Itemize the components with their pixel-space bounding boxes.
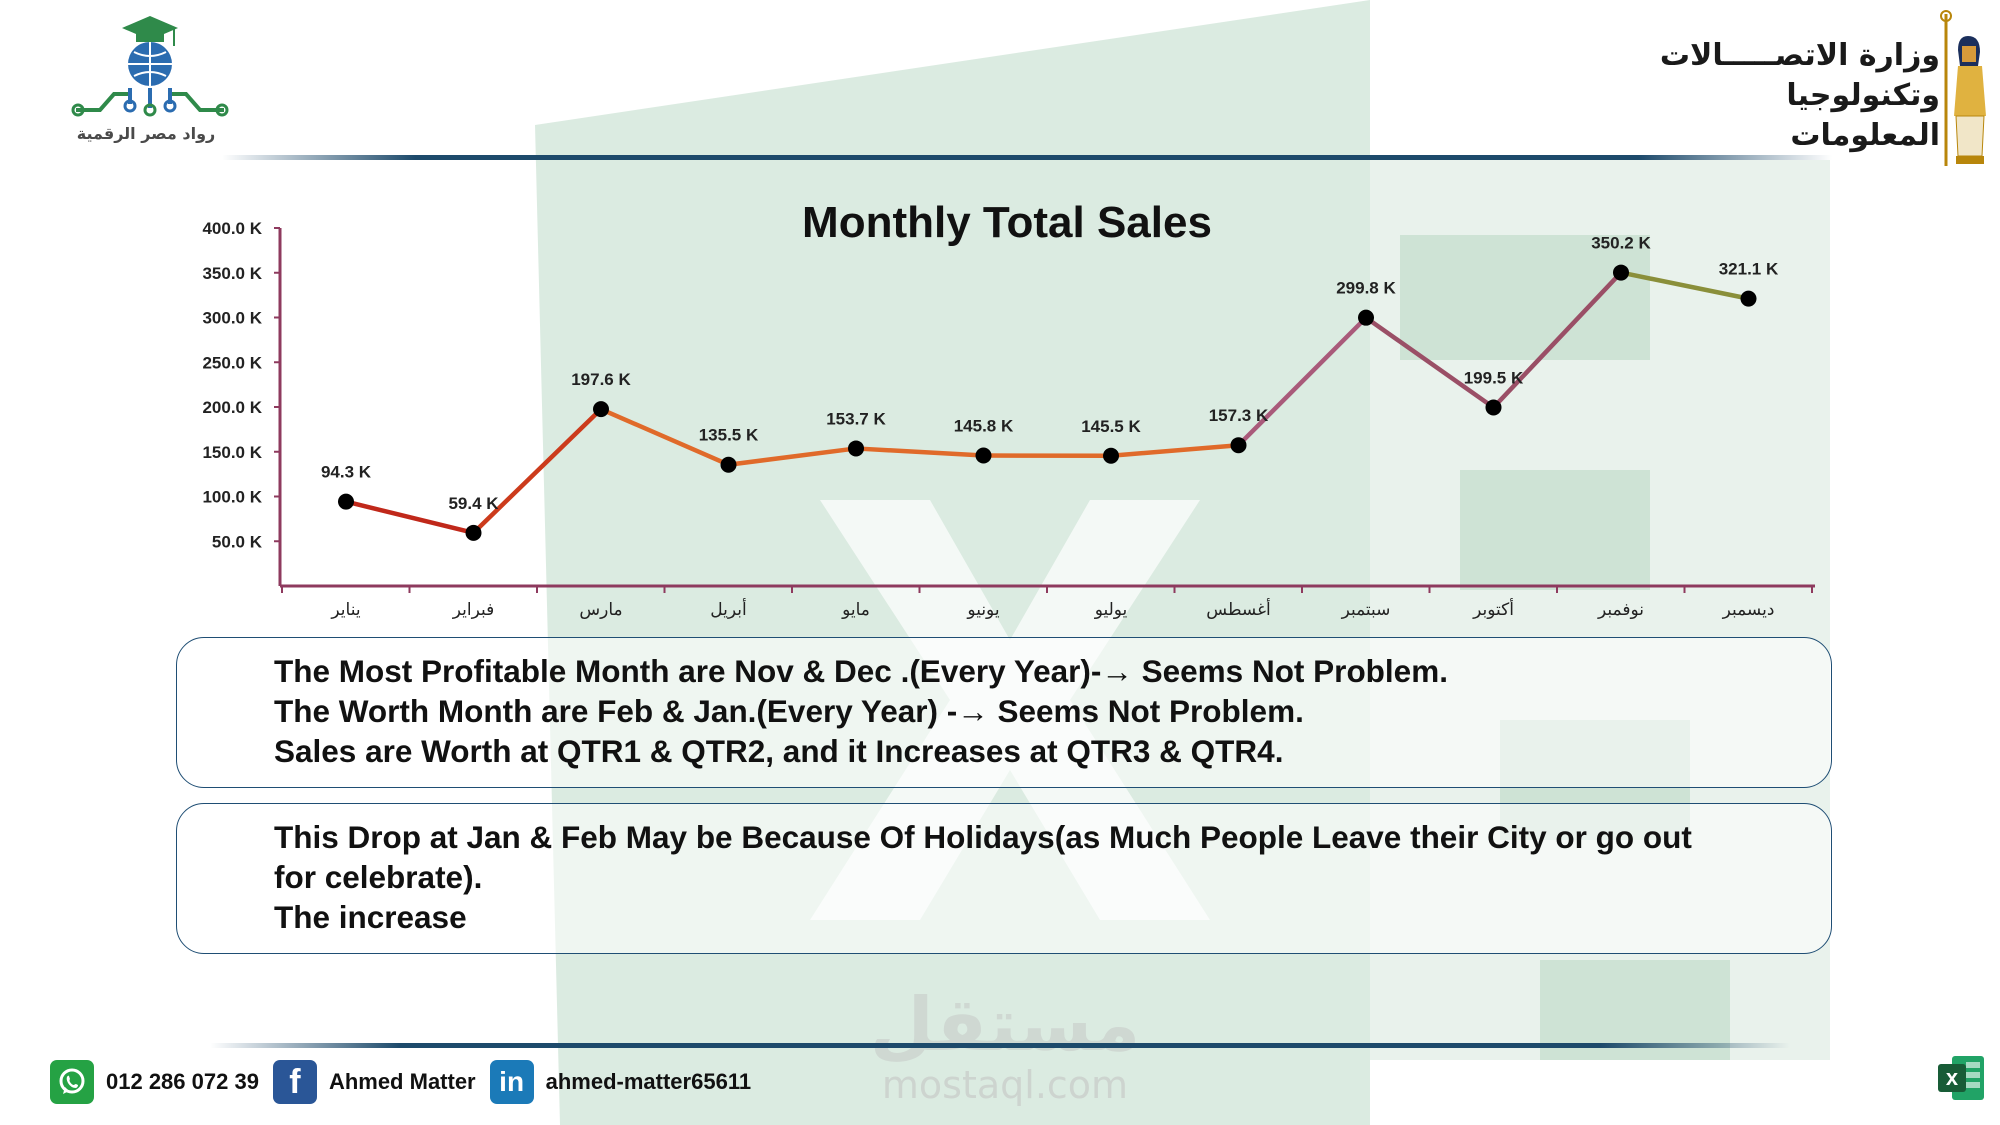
y-axis: 50.0 K 100.0 K 150.0 K 200.0 K 250.0 K 300.0 …: [202, 219, 282, 586]
x-tick-label: يونيو: [966, 600, 999, 619]
data-label: 299.8 K: [1336, 279, 1396, 298]
insight-1-line-2: The Worth Month are Feb & Jan.(Every Yea…: [274, 693, 1304, 729]
mostaql-watermark: مستقل mostaql.com: [870, 982, 1141, 1107]
data-point: [1613, 264, 1629, 281]
x-tick-label: أبريل: [710, 598, 746, 619]
series-line-segment: [1491, 270, 1624, 410]
y-tick-label: 50.0 K: [212, 532, 263, 551]
data-point: [465, 524, 482, 541]
insight-1-line-1: The Most Profitable Month are Nov & Dec …: [274, 653, 1448, 689]
whatsapp-icon[interactable]: [50, 1060, 94, 1104]
series-line-segment: [471, 406, 604, 536]
data-label: 145.5 K: [1081, 417, 1141, 436]
data-label: 197.6 K: [571, 370, 631, 389]
data-label: 153.7 K: [826, 409, 886, 428]
x-tick-label: سبتمبر: [1341, 600, 1391, 619]
series-line-segment: [853, 446, 986, 458]
x-tick-label: مارس: [579, 600, 622, 619]
series-line-segment: [598, 406, 731, 467]
data-label: 321.1 K: [1719, 260, 1779, 279]
data-label: 350.2 K: [1591, 234, 1651, 253]
series-line-segment: [726, 446, 859, 467]
y-tick-label: 200.0 K: [202, 398, 262, 417]
pharaoh-figure-icon: [1940, 10, 1986, 166]
series-line-segment: [1363, 315, 1496, 410]
y-tick-label: 300.0 K: [202, 309, 262, 328]
linkedin-glyph: in: [499, 1066, 525, 1097]
mostaql-latin: mostaql.com: [882, 1063, 1128, 1107]
x-tick-label: أكتوبر: [1472, 598, 1514, 619]
data-label: 199.5 K: [1464, 368, 1524, 387]
insight-2-line-2: for celebrate).: [274, 859, 483, 895]
y-tick-label: 350.0 K: [202, 264, 262, 283]
data-point: [848, 440, 864, 457]
data-point: [593, 401, 609, 418]
header-divider: [222, 155, 1832, 160]
insight-2-line-3: The increase: [274, 899, 467, 935]
data-point: [975, 447, 992, 464]
series-line-segment: [343, 499, 476, 536]
data-label: 157.3 K: [1209, 406, 1269, 425]
ministry-title: وزارة الاتصـــــالات وتكنولوجيا المعلوما…: [1650, 36, 1940, 156]
y-tick-label: 100.0 K: [202, 488, 262, 507]
insight-box-2: This Drop at Jan & Feb May be Because Of…: [176, 803, 1832, 954]
sales-series: [338, 264, 1757, 541]
insight-1-line-3: Sales are Worth at QTR1 & QTR2, and it I…: [274, 733, 1284, 769]
graduation-globe-circuit-icon: [71, 16, 229, 117]
y-tick-label: 400.0 K: [202, 219, 262, 238]
x-tick-label: يوليو: [1094, 600, 1128, 619]
data-labels: 94.3 K 59.4 K 197.6 K 135.5 K 153.7 K 145.8 K…: [321, 234, 1779, 513]
x-tick-label: نوفمبر: [1597, 600, 1644, 619]
linkedin-icon[interactable]: in: [489, 1060, 534, 1104]
y-tick-label: 150.0 K: [202, 443, 262, 462]
data-label: 145.8 K: [954, 417, 1014, 436]
x-tick-label: يناير: [330, 600, 360, 619]
series-line-segment: [1108, 442, 1241, 459]
series-line-segment: [1236, 315, 1369, 448]
data-point: [1230, 437, 1247, 454]
footer-divider: [210, 1043, 1790, 1048]
chart-title: Monthly Total Sales: [802, 198, 1212, 247]
ministry-line-2: وتكنولوجيا المعلومات: [1786, 78, 1940, 153]
data-point: [338, 493, 354, 510]
linkedin-handle[interactable]: ahmed-matter65611: [545, 1069, 752, 1094]
logo-caption: رواد مصر الرقمية: [76, 124, 216, 143]
data-point: [1485, 399, 1502, 416]
insight-2-line-1: This Drop at Jan & Feb May be Because Of…: [274, 819, 1692, 855]
facebook-icon[interactable]: f: [272, 1060, 317, 1104]
x-tick-label: مايو: [841, 600, 870, 619]
phone-number[interactable]: 012 286 072 39: [106, 1069, 259, 1094]
ministry-line-1: وزارة الاتصـــــالات: [1659, 38, 1940, 73]
x-tick-label: أغسطس: [1206, 598, 1270, 619]
excel-glyph: x: [1946, 1065, 1959, 1090]
data-label: 59.4 K: [448, 494, 499, 513]
facebook-glyph: f: [289, 1062, 301, 1101]
data-label: 135.5 K: [699, 426, 759, 445]
data-point: [720, 456, 737, 473]
data-point: [1358, 309, 1374, 326]
contact-footer: 012 286 072 39 f Ahmed Matter in ahmed-m…: [50, 1055, 910, 1109]
mostaql-arabic: مستقل: [870, 982, 1141, 1068]
data-point: [1740, 290, 1757, 307]
data-point: [1103, 447, 1119, 464]
rowad-masr-logo: رواد مصر الرقمية: [70, 12, 230, 152]
monthly-sales-chart: Monthly Total Sales 50.0 K 100.0 K 150.0 K…: [202, 198, 1815, 619]
data-label: 94.3 K: [321, 463, 372, 482]
x-axis: يناير فبراير مارس أبريل مايو يونيو يوليو أغسطس س…: [280, 584, 1815, 619]
series-line-segment: [1618, 270, 1751, 301]
x-tick-label: فبراير: [452, 600, 494, 619]
excel-icon: x: [1936, 1052, 1986, 1104]
x-tick-label: ديسمبر: [1722, 600, 1775, 619]
y-tick-label: 250.0 K: [202, 353, 262, 372]
insight-box-1: The Most Profitable Month are Nov & Dec …: [176, 637, 1832, 788]
facebook-name[interactable]: Ahmed Matter: [328, 1069, 476, 1094]
